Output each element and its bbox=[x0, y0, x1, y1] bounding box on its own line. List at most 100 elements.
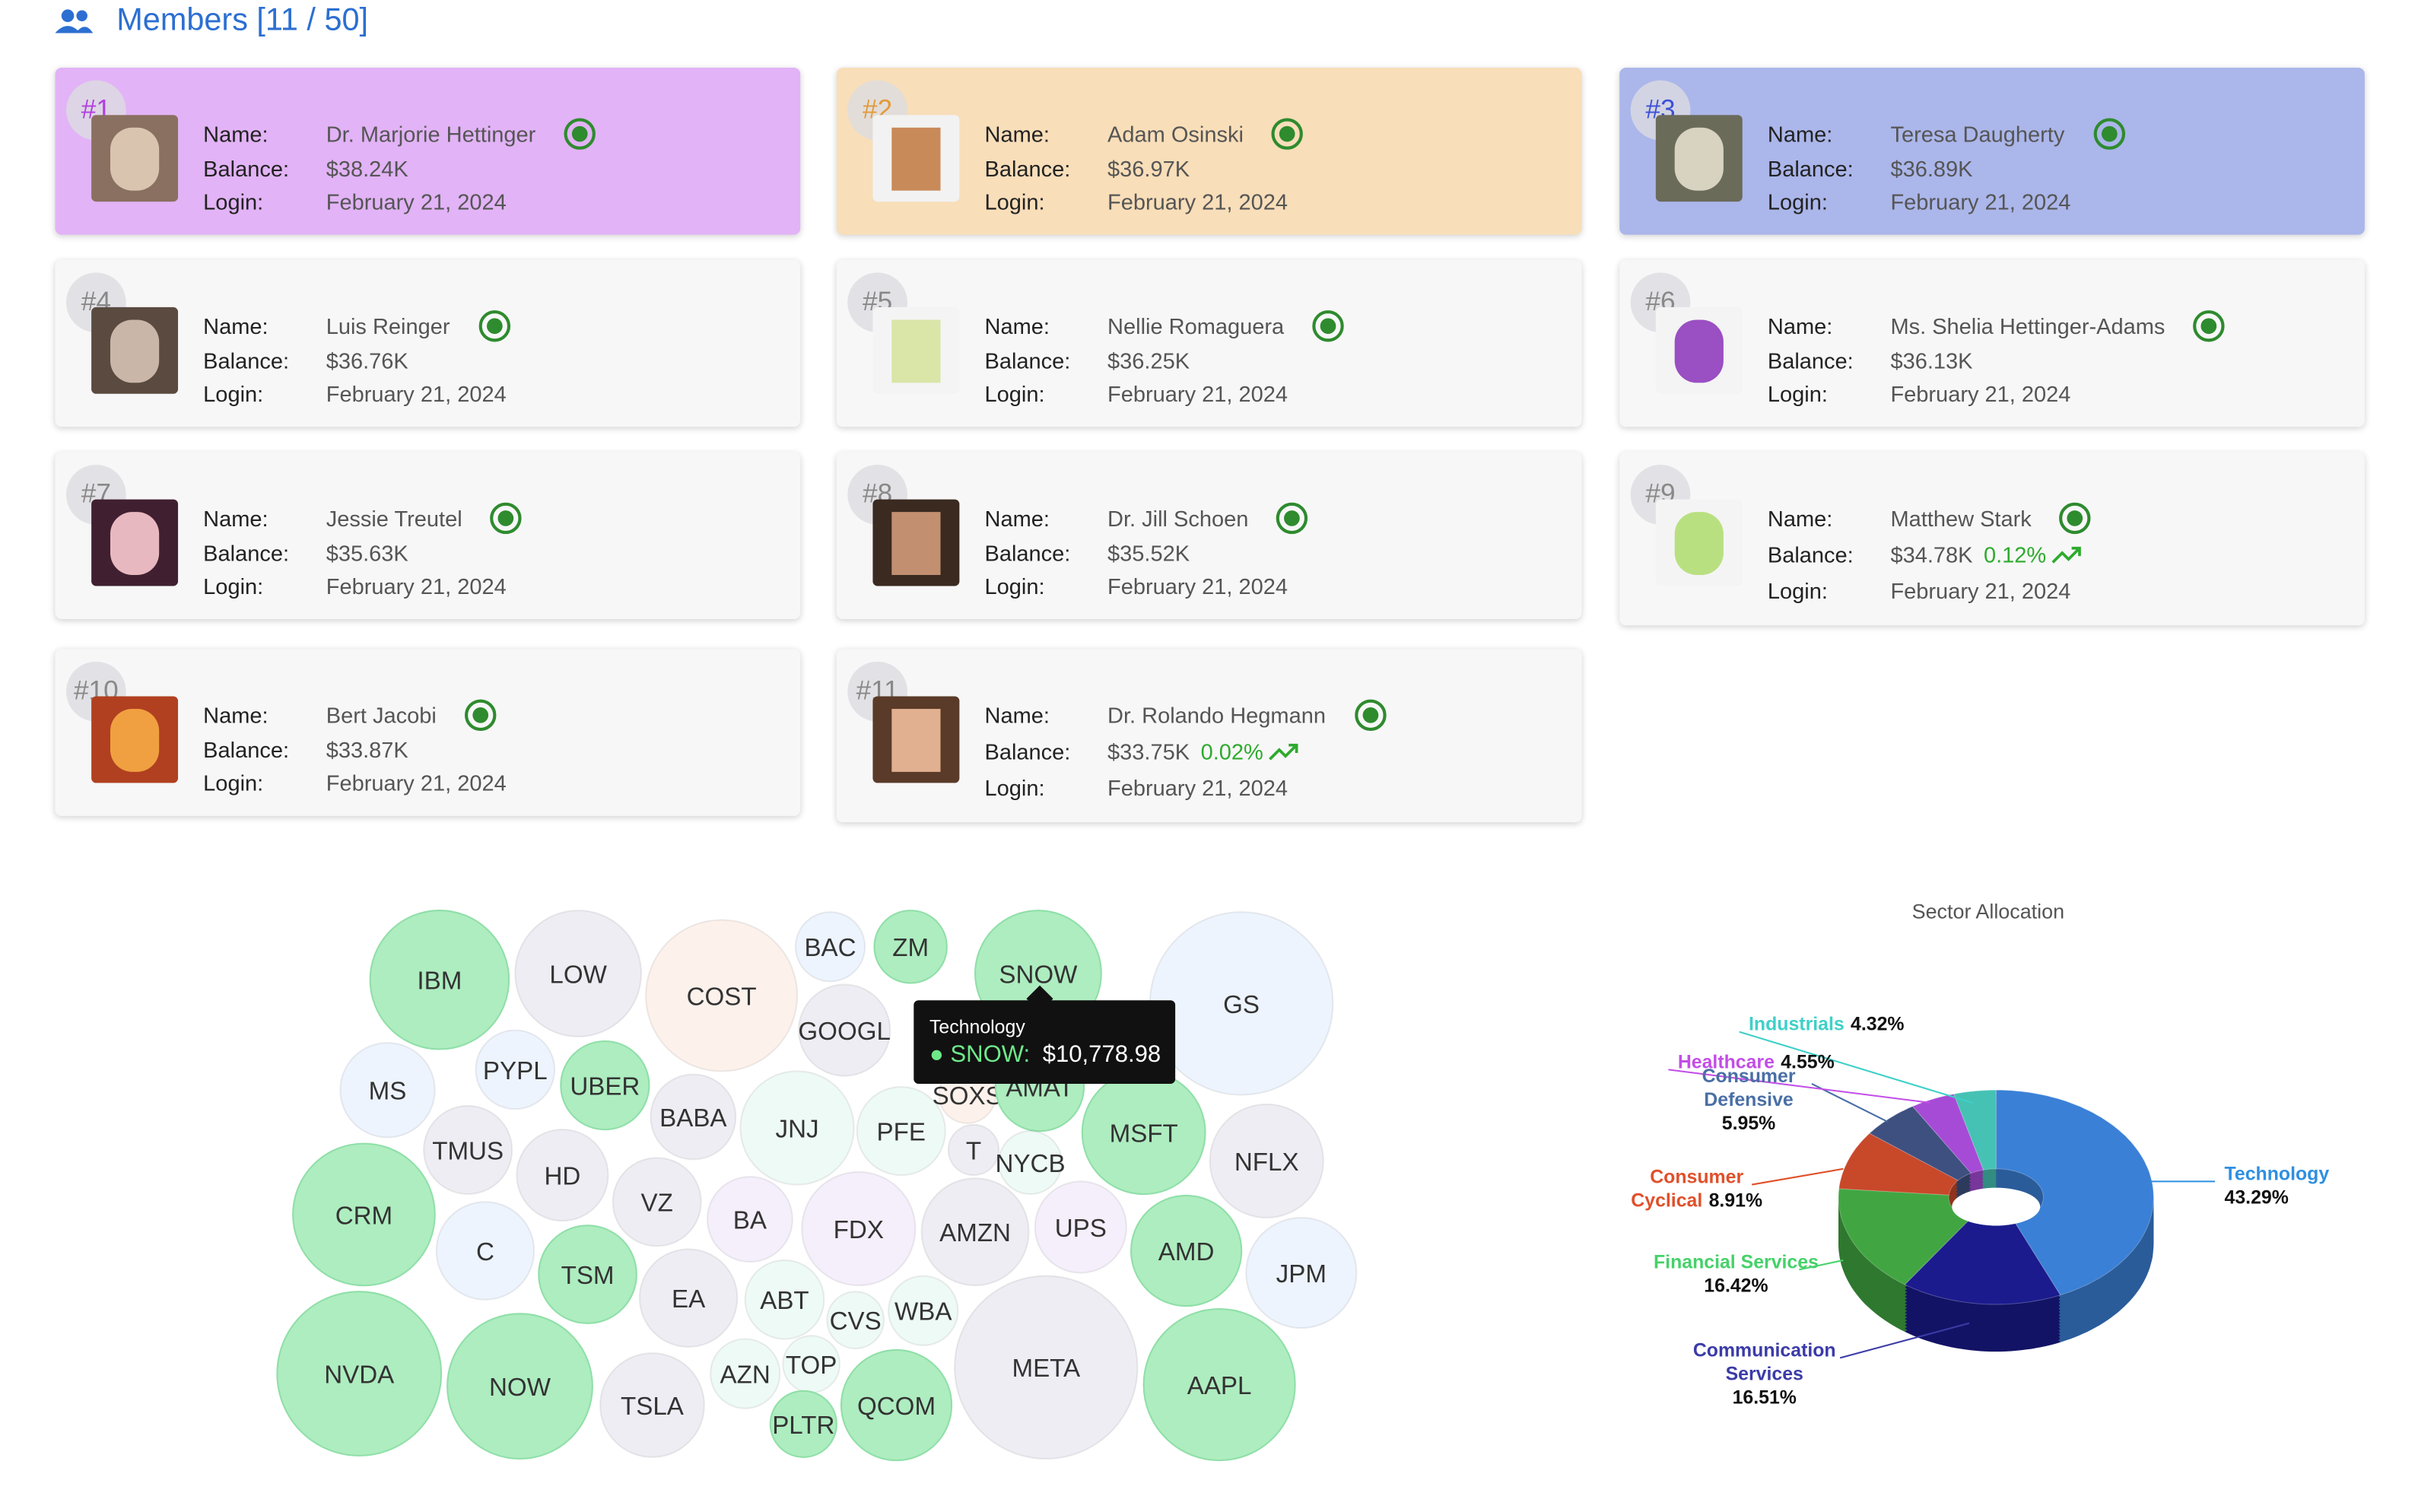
pie-label: Communication Services 16.51% bbox=[1678, 1339, 1851, 1410]
status-dot bbox=[472, 706, 489, 723]
member-card: #4 Name: Luis Reinger Balance: $36.76K Login:… bbox=[55, 259, 801, 427]
bubble bbox=[998, 1130, 1063, 1196]
member-fields: Name: Jessie Treutel Balance: $35.63K Login:… bbox=[203, 500, 523, 602]
tooltip-row: ● SNOW: $10,778.98 bbox=[929, 1041, 1161, 1068]
member-fields: Name: Teresa Daugherty Balance: $36.89K Logi… bbox=[1767, 115, 2125, 218]
field-label: Name: bbox=[1767, 120, 1833, 146]
trend-up-path bbox=[1268, 743, 1298, 761]
field-value: Luis Reinger bbox=[326, 313, 450, 338]
bubble-label: JPM bbox=[1276, 1260, 1327, 1288]
field-row: Name: Jessie Treutel bbox=[203, 500, 523, 536]
bubble-label: JNJ bbox=[776, 1115, 819, 1143]
bubble-label: CRM bbox=[335, 1202, 392, 1230]
field-label: Login: bbox=[984, 572, 1045, 599]
field-value: February 21, 2024 bbox=[1107, 188, 1288, 214]
field-value: February 21, 2024 bbox=[326, 380, 507, 406]
field-label: Name: bbox=[1767, 504, 1833, 530]
tooltip-title: Technology bbox=[929, 1015, 1025, 1038]
bubble-label: CVS bbox=[830, 1307, 882, 1336]
field-label: Balance: bbox=[984, 739, 1071, 764]
change-value: 0.12% bbox=[1983, 542, 2047, 567]
bubble bbox=[706, 1176, 793, 1263]
status-online bbox=[2092, 117, 2125, 149]
bubble bbox=[888, 1275, 959, 1346]
member-card: #1 Name: Dr. Marjorie Hettinger Balance: $38… bbox=[55, 68, 801, 235]
page: Members [11 / 50] #1 Name: Dr. Marjorie He… bbox=[55, 3, 2365, 1462]
tooltip: Technology ● SNOW: $10,778.98 bbox=[914, 985, 1176, 1084]
field-row: Balance: $34.78K 0.12% bbox=[1768, 535, 2092, 573]
bubble-label: PLTR bbox=[772, 1412, 834, 1440]
bubble-label: WBA bbox=[894, 1298, 952, 1326]
pie-label-name: Healthcare bbox=[1677, 1050, 1775, 1073]
avatar-shape bbox=[1674, 127, 1724, 191]
member-fields: Name: Dr. Jill Schoen Balance: $35.52K Login… bbox=[984, 500, 1309, 602]
status-dot bbox=[2201, 317, 2217, 334]
stage: Members [11 / 50] #1 Name: Dr. Marjorie He… bbox=[55, 3, 2365, 1462]
field-value: Ms. Shelia Hettinger-Adams bbox=[1890, 313, 2165, 338]
field-row: Login: February 21, 2024 bbox=[984, 184, 1303, 217]
avatar-shape bbox=[891, 319, 941, 383]
avatar-shape bbox=[110, 127, 160, 191]
member-card: #10 Name: Bert Jacobi Balance: $33.87K Login:… bbox=[55, 649, 801, 816]
balance-change: 0.02% bbox=[1201, 739, 1300, 764]
status-dot bbox=[486, 317, 502, 334]
status-dot bbox=[1285, 510, 1301, 526]
field-label: Name: bbox=[984, 504, 1050, 530]
status-dot bbox=[2067, 510, 2084, 526]
field-label: Balance: bbox=[203, 347, 290, 373]
field-label: Name: bbox=[984, 120, 1050, 146]
field-row: Balance: $36.13K bbox=[1768, 344, 2225, 376]
field-row: Login: February 21, 2024 bbox=[984, 376, 1343, 409]
field-label: Balance: bbox=[984, 155, 1071, 181]
pie-label-value: 43.29% bbox=[2224, 1186, 2289, 1209]
field-value: $35.63K bbox=[326, 539, 408, 565]
field-value: February 21, 2024 bbox=[1107, 380, 1288, 406]
field-label: Login: bbox=[1767, 577, 1828, 603]
member-fields: Name: Matthew Stark Balance: $34.78K 0.12% Lo… bbox=[1768, 500, 2092, 607]
trend-up-path bbox=[2051, 546, 2081, 564]
bubble bbox=[514, 910, 643, 1037]
bubble-label: SNOW bbox=[999, 961, 1078, 989]
pie-label-name: Financial Services bbox=[1653, 1250, 1819, 1273]
field-label: Login: bbox=[984, 773, 1045, 800]
field-row: Login: February 21, 2024 bbox=[984, 569, 1308, 602]
bubble-label: ABT bbox=[760, 1287, 809, 1315]
bubble bbox=[920, 1177, 1030, 1287]
pie-label-name: Technology bbox=[2224, 1162, 2330, 1185]
field-row: Balance: $33.75K 0.02% bbox=[984, 732, 1385, 770]
field-value: Nellie Romaguera bbox=[1107, 313, 1285, 338]
member-card: #6 Name: Ms. Shelia Hettinger-Adams Balance… bbox=[1619, 259, 2365, 427]
field-row: Login: February 21, 2024 bbox=[1768, 376, 2225, 409]
avatar bbox=[872, 115, 960, 202]
field-row: Login: February 21, 2024 bbox=[1768, 573, 2092, 606]
bubble-label: AAPL bbox=[1187, 1372, 1252, 1400]
tooltip-label-text: SNOW: bbox=[950, 1041, 1031, 1069]
field-row: Balance: $36.97K bbox=[984, 151, 1303, 184]
field-row: Balance: $35.63K bbox=[203, 535, 522, 568]
pie-label: Financial Services 16.42% bbox=[1650, 1251, 1823, 1298]
field-value: Jessie Treutel bbox=[326, 504, 462, 530]
field-row: Balance: $36.89K bbox=[1768, 151, 2124, 184]
bubble bbox=[292, 1142, 436, 1287]
status-online bbox=[2060, 501, 2092, 534]
field-label: Name: bbox=[984, 313, 1050, 338]
field-label: Balance: bbox=[984, 539, 1071, 565]
field-row: Login: February 21, 2024 bbox=[1768, 184, 2124, 217]
field-value: Bert Jacobi bbox=[326, 701, 437, 727]
bubble bbox=[873, 910, 948, 984]
avatar bbox=[872, 499, 960, 586]
tooltip-value: $10,778.98 bbox=[1042, 1041, 1161, 1069]
slice bbox=[1953, 1089, 1997, 1171]
field-value: February 21, 2024 bbox=[1107, 572, 1288, 599]
bubble-label: TSM bbox=[561, 1262, 615, 1290]
members-title: Members [11 / 50] bbox=[116, 3, 369, 38]
bubble bbox=[612, 1157, 702, 1247]
avatar bbox=[91, 307, 179, 394]
member-card: #2 Name: Adam Osinski Balance: $36.97K Login:… bbox=[836, 68, 1582, 235]
avatar bbox=[1655, 115, 1743, 202]
field-row: Name: Adam Osinski bbox=[984, 115, 1304, 151]
bubble-label: EA bbox=[672, 1285, 706, 1313]
field-label: Name: bbox=[203, 701, 269, 727]
bubble-label: MS bbox=[369, 1078, 407, 1106]
status-dot bbox=[1279, 125, 1296, 141]
